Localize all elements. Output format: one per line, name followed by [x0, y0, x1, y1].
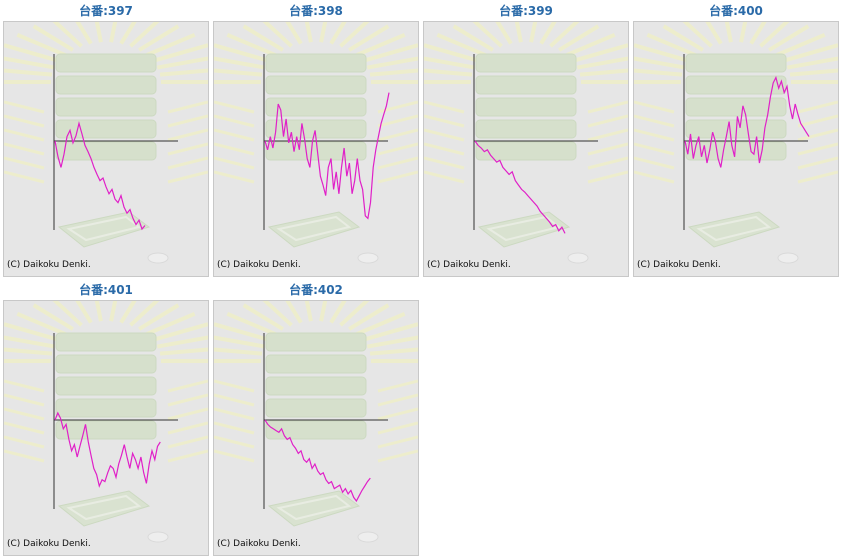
background-illustration	[424, 22, 628, 264]
series-line	[474, 140, 566, 234]
chart-svg	[4, 301, 208, 543]
chart-title: 台番:402	[289, 283, 343, 297]
chart-title: 台番:398	[289, 4, 343, 18]
chart-panel: (C) Daikoku Denki.	[213, 21, 419, 277]
chart-title: 台番:397	[79, 4, 133, 18]
chart-title: 台番:401	[79, 283, 133, 297]
series-line	[684, 75, 810, 168]
series-line	[264, 419, 371, 503]
chart-svg	[4, 22, 208, 264]
background-illustration	[4, 301, 208, 543]
series-line	[54, 121, 146, 231]
chart-panel: (C) Daikoku Denki.	[213, 300, 419, 556]
copyright-text: (C) Daikoku Denki.	[427, 260, 511, 270]
series-line	[264, 92, 390, 220]
chart-panel: (C) Daikoku Denki.	[633, 21, 839, 277]
chart-svg	[424, 22, 628, 264]
chart-svg	[214, 301, 418, 543]
chart-title: 台番:399	[499, 4, 553, 18]
chart-panel: (C) Daikoku Denki.	[3, 21, 209, 277]
background-illustration	[214, 22, 418, 264]
copyright-text: (C) Daikoku Denki.	[217, 539, 301, 549]
copyright-text: (C) Daikoku Denki.	[7, 260, 91, 270]
background-illustration	[214, 301, 418, 543]
chart-svg	[634, 22, 838, 264]
copyright-text: (C) Daikoku Denki.	[7, 539, 91, 549]
chart-panel: (C) Daikoku Denki.	[423, 21, 629, 277]
copyright-text: (C) Daikoku Denki.	[217, 260, 301, 270]
chart-panel: (C) Daikoku Denki.	[3, 300, 209, 556]
copyright-text: (C) Daikoku Denki.	[637, 260, 721, 270]
chart-svg	[214, 22, 418, 264]
background-illustration	[4, 22, 208, 264]
series-line	[54, 411, 161, 488]
chart-title: 台番:400	[709, 4, 763, 18]
